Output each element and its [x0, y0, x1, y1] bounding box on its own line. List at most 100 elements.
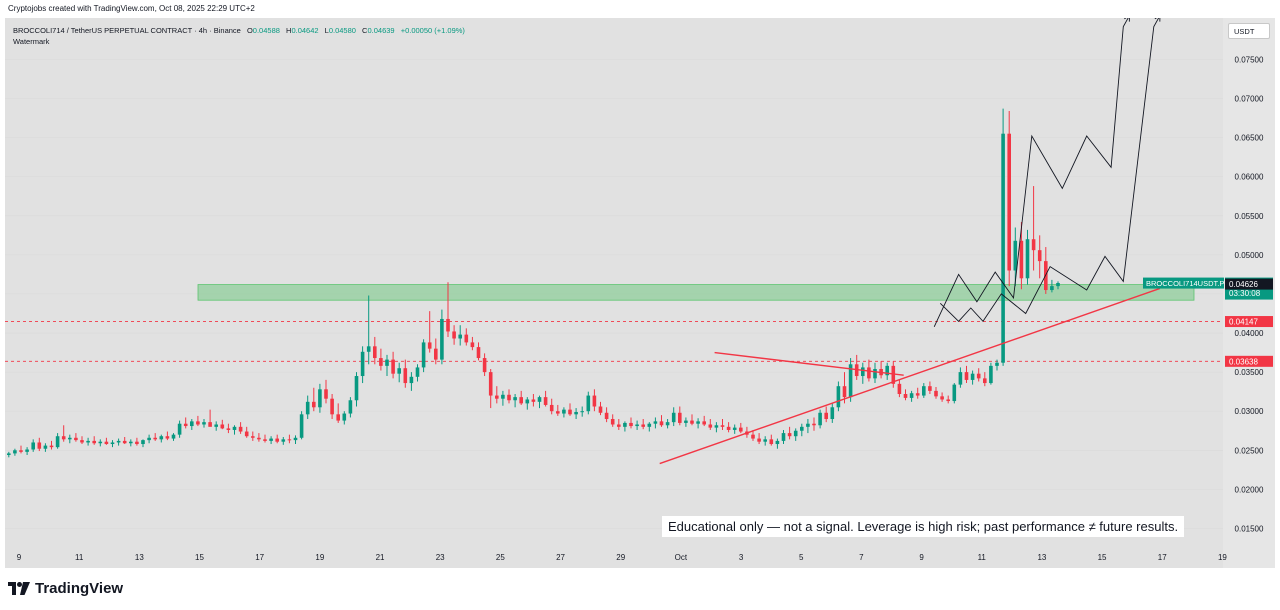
candle-body: [427, 342, 432, 349]
candle-body: [220, 424, 225, 429]
candle-body: [208, 422, 212, 427]
candle-body: [781, 433, 786, 441]
candle-body: [49, 445, 54, 448]
candle-body: [726, 426, 731, 430]
support-zone: [197, 284, 1195, 301]
candle-body: [43, 445, 48, 449]
candle-body: [1050, 286, 1054, 291]
chart-area[interactable]: 0.07500 0.07000 0.06500 0.06000 0.05500 0.050…: [5, 18, 1275, 568]
x-tick-label: 9: [919, 553, 924, 562]
x-tick-label: 9: [17, 553, 22, 562]
candle-body: [903, 394, 908, 398]
tradingview-logo[interactable]: TradingView: [8, 580, 123, 597]
candle-body: [275, 438, 279, 442]
candle-body: [488, 372, 493, 396]
candle-body: [830, 407, 835, 420]
candle-body: [324, 389, 328, 399]
candle-body: [287, 439, 292, 441]
x-tick-label: 27: [556, 553, 565, 562]
candlestick-chart[interactable]: 0.07500 0.07000 0.06500 0.06000 0.05500 0.050…: [5, 18, 1275, 568]
candle-body: [934, 390, 938, 397]
candle-body: [110, 442, 115, 445]
candle-body: [580, 411, 584, 413]
candle-body: [348, 400, 353, 414]
y-tick-label: 0.07000: [1235, 95, 1264, 104]
candle-body: [1013, 240, 1018, 271]
candle-body: [232, 426, 237, 430]
projection-paths: [933, 18, 1161, 327]
candle-body: [202, 422, 206, 425]
candle-body: [995, 362, 999, 366]
candle-body: [1019, 240, 1024, 279]
candle-body: [263, 439, 267, 441]
symbol-price-tag: [1143, 277, 1224, 289]
y-tick-label: 0.04000: [1235, 329, 1264, 338]
candle-body: [153, 437, 157, 440]
candle-body: [373, 346, 377, 359]
candle-body: [525, 399, 530, 404]
x-tick-label: 15: [1098, 553, 1107, 562]
candle-body: [671, 412, 676, 423]
candle-body: [665, 422, 670, 426]
candle-body: [940, 396, 944, 400]
candle-body: [92, 440, 96, 444]
candle-body: [98, 441, 103, 444]
candle-body: [281, 439, 286, 442]
candle-body: [159, 436, 164, 440]
candle-body: [312, 401, 316, 408]
y-tick-label: 0.06500: [1235, 134, 1264, 143]
candle-body: [647, 423, 652, 427]
price-tag: [1225, 278, 1273, 290]
candle-body: [861, 367, 865, 377]
candle-body: [678, 412, 682, 423]
candle-body: [501, 394, 505, 399]
candle-body: [464, 334, 469, 343]
candle-body: [574, 411, 578, 415]
trendline-falling-wedge-top: [714, 351, 904, 376]
candle-body: [708, 424, 713, 428]
candle-body: [318, 389, 322, 408]
candle-body: [147, 437, 151, 441]
y-tick-label: 0.03500: [1235, 368, 1264, 377]
x-tick-label: 25: [496, 553, 505, 562]
price-tag: [1225, 355, 1273, 367]
candle-body: [403, 368, 408, 384]
candle-body: [244, 431, 249, 437]
x-tick-label: 15: [195, 553, 204, 562]
candle-body: [122, 440, 127, 444]
y-tick-label: 0.07500: [1235, 55, 1264, 64]
candle-body: [586, 395, 591, 412]
candle-body: [641, 424, 645, 427]
candle-body: [696, 421, 700, 424]
candle-body: [592, 395, 597, 407]
currency-button[interactable]: USDT: [1228, 23, 1270, 39]
candle-body: [769, 439, 774, 445]
candle-body: [818, 412, 822, 426]
candle-body: [897, 383, 902, 395]
candle-body: [446, 318, 450, 332]
candle-body: [13, 450, 17, 454]
candle-body: [238, 426, 243, 432]
candle-body: [366, 346, 371, 352]
watermark-label: Watermark: [13, 37, 50, 46]
candle-body: [598, 406, 603, 413]
candle-body: [1001, 133, 1005, 363]
candle-body: [519, 397, 523, 404]
candle-body: [848, 364, 853, 398]
candle-body: [629, 422, 633, 427]
candle-body: [562, 409, 566, 414]
candle-body: [836, 386, 841, 408]
candle-body: [251, 436, 255, 438]
chart-caption: Cryptojobs created with TradingView.com,…: [8, 4, 255, 13]
candle-body: [269, 438, 273, 441]
trendlines: [659, 287, 1161, 465]
candle-body: [513, 397, 517, 401]
candle-body: [385, 359, 389, 366]
support-resistance-zone: [197, 284, 1195, 301]
candle-body: [434, 348, 438, 360]
candle-body: [873, 368, 877, 379]
candle-body: [549, 404, 554, 412]
price-tag: [1225, 316, 1273, 328]
candle-body: [531, 399, 536, 402]
candle-body: [891, 365, 896, 384]
